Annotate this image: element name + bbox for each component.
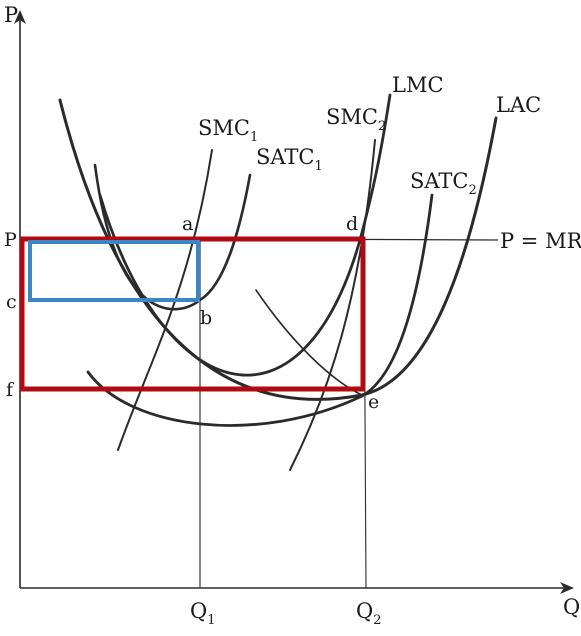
satc2-label: SATC2 [410, 169, 477, 198]
point-label-e: e [368, 391, 379, 413]
satc1-label: SATC1 [256, 145, 323, 174]
lac-label: LAC [496, 93, 541, 117]
smc2-curve [289, 139, 376, 471]
q2-label: Q2 [356, 599, 382, 628]
smc1-curve [117, 149, 213, 451]
satc2-curve [86, 193, 434, 427]
blue-profit-rectangle [28, 240, 200, 302]
smc1-label: SMC1 [198, 116, 258, 145]
red-profit-rectangle [19, 236, 366, 392]
point-label-d: d [346, 213, 358, 235]
lmc-curve [98, 93, 392, 377]
price-line-label: P = MR [500, 229, 581, 253]
x-axis-label: Q [563, 595, 580, 619]
point-label-b: b [200, 307, 212, 329]
y-axis-label: P [4, 3, 18, 27]
price-label-p: P [4, 229, 17, 251]
satc1-curve [93, 163, 252, 311]
price-label-c: c [6, 291, 17, 313]
price-label-f: f [6, 379, 15, 401]
smc2-label: SMC2 [326, 105, 386, 134]
q1-label: Q1 [190, 599, 216, 628]
point-label-a: a [182, 213, 193, 235]
lmc-label: LMC [392, 73, 444, 97]
